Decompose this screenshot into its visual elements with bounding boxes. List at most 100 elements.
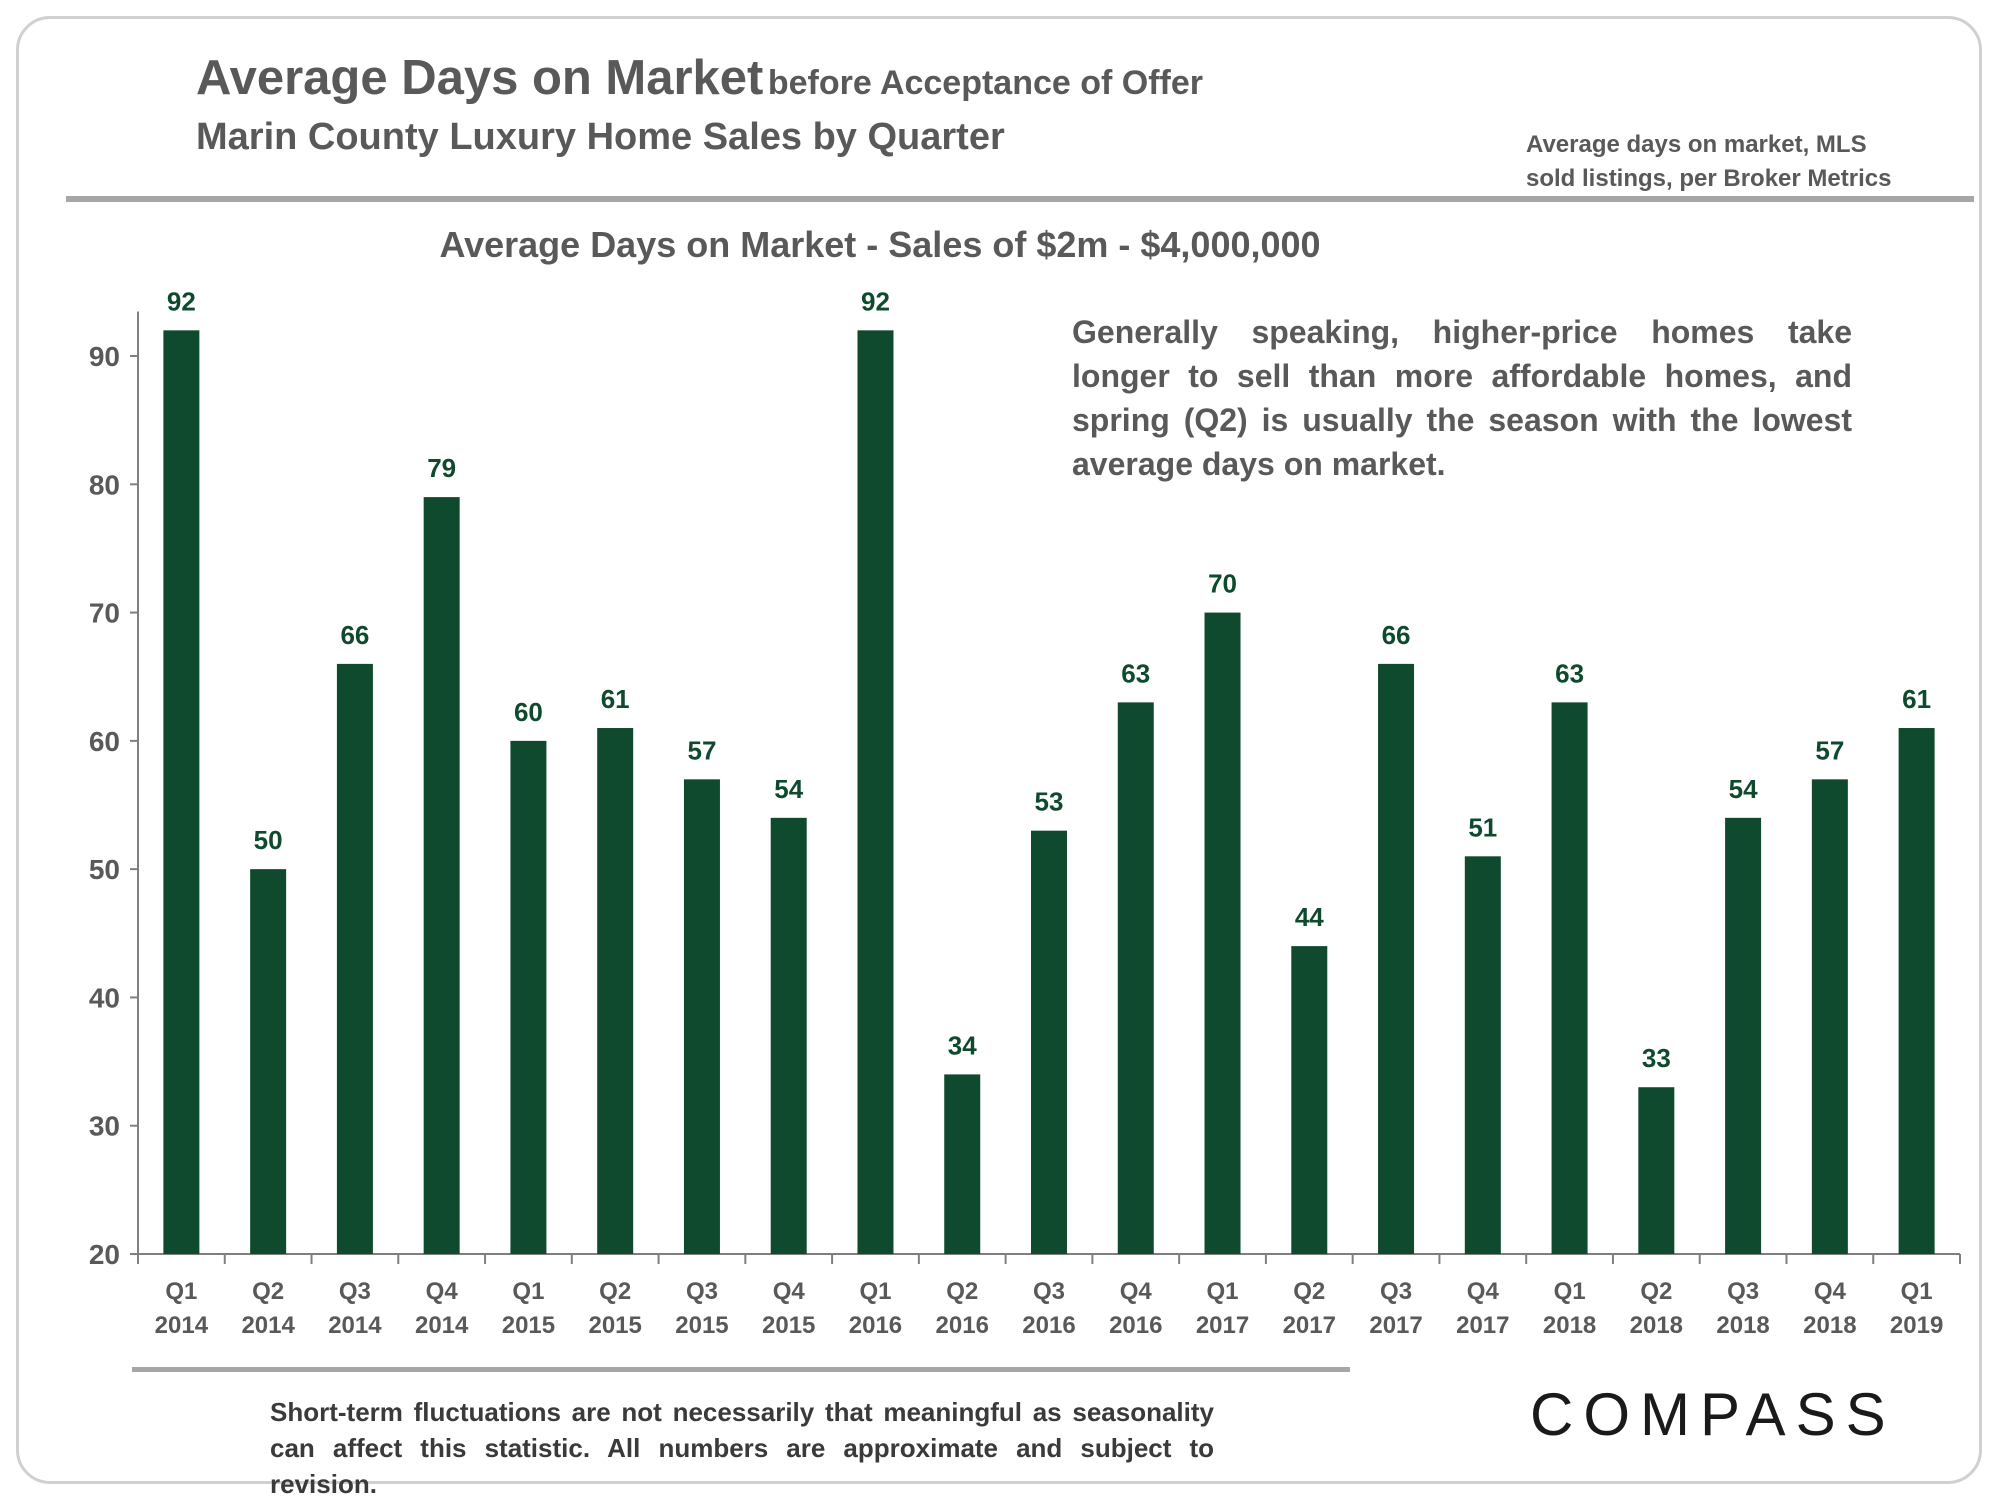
bar-value-label: 53 xyxy=(1035,787,1064,817)
x-tick-label-quarter: Q2 xyxy=(946,1278,978,1305)
annotation-paragraph: Generally speaking, higher-price homes t… xyxy=(1072,314,1852,482)
x-tick-label-quarter: Q3 xyxy=(1380,1278,1412,1305)
bar-Q2-2014 xyxy=(250,869,287,1254)
bar-value-label: 51 xyxy=(1468,812,1497,842)
y-tick-label: 70 xyxy=(89,598,120,629)
bar-value-label: 70 xyxy=(1208,569,1237,599)
x-tick-label-year: 2016 xyxy=(849,1312,902,1339)
bar-Q1-2015 xyxy=(510,740,547,1254)
y-tick-label: 90 xyxy=(89,341,120,372)
x-tick-label-year: 2018 xyxy=(1716,1312,1769,1339)
x-tick-label-quarter: Q2 xyxy=(1293,1278,1325,1305)
bar-Q3-2017 xyxy=(1378,663,1415,1254)
source-note: Average days on market, MLS sold listing… xyxy=(1526,128,1946,196)
x-tick-label-quarter: Q2 xyxy=(252,1278,284,1305)
x-tick-label-year: 2016 xyxy=(936,1312,989,1339)
bar-value-label: 33 xyxy=(1642,1043,1671,1073)
x-tick-label-quarter: Q1 xyxy=(512,1278,544,1305)
bar-value-label: 92 xyxy=(167,286,196,316)
bar-Q1-2019 xyxy=(1898,728,1935,1254)
title-main: Average Days on Market xyxy=(196,51,764,105)
x-tick-label-quarter: Q3 xyxy=(686,1278,718,1305)
bar-Q2-2018 xyxy=(1638,1087,1675,1254)
x-tick-label-quarter: Q1 xyxy=(165,1278,197,1305)
bar-Q1-2016 xyxy=(857,330,894,1254)
x-tick-label-year: 2018 xyxy=(1630,1312,1683,1339)
x-tick-label-quarter: Q3 xyxy=(1727,1278,1759,1305)
footer-divider xyxy=(132,1367,1350,1372)
x-tick-label-quarter: Q3 xyxy=(339,1278,371,1305)
bar-Q4-2015 xyxy=(770,817,807,1254)
x-tick-label-quarter: Q1 xyxy=(1554,1278,1586,1305)
y-tick-label: 50 xyxy=(89,854,120,885)
bar-value-label: 50 xyxy=(254,825,283,855)
bar-Q1-2018 xyxy=(1551,702,1588,1254)
y-tick-label: 20 xyxy=(89,1239,120,1270)
bar-Q4-2014 xyxy=(423,497,460,1255)
bar-value-label: 34 xyxy=(948,1030,977,1060)
footnote-text: Short-term fluctuations are not necessar… xyxy=(270,1397,1214,1499)
bar-value-label: 57 xyxy=(1815,735,1844,765)
x-tick-label-year: 2015 xyxy=(675,1312,728,1339)
x-tick-label-year: 2015 xyxy=(502,1312,555,1339)
bar-Q4-2018 xyxy=(1811,779,1848,1254)
bar-value-label: 92 xyxy=(861,286,890,316)
bar-value-label: 79 xyxy=(427,453,456,483)
x-tick-label-quarter: Q4 xyxy=(1120,1278,1153,1305)
bar-Q1-2017 xyxy=(1204,612,1241,1254)
x-tick-label-year: 2014 xyxy=(328,1312,382,1339)
x-tick-label-year: 2014 xyxy=(155,1312,209,1339)
bar-Q3-2014 xyxy=(336,663,373,1254)
bar-value-label: 66 xyxy=(340,620,369,650)
x-tick-label-quarter: Q3 xyxy=(1033,1278,1065,1305)
x-tick-label-year: 2019 xyxy=(1890,1312,1943,1339)
bar-Q3-2015 xyxy=(683,779,720,1254)
page-title: Average Days on Market before Acceptance… xyxy=(196,50,1203,106)
bar-Q2-2017 xyxy=(1291,946,1328,1254)
bar-Q2-2016 xyxy=(944,1074,981,1254)
x-tick-label-year: 2017 xyxy=(1369,1312,1422,1339)
chart-title: Average Days on Market - Sales of $2m - … xyxy=(439,224,1321,265)
compass-logo: COMPASS xyxy=(1530,1381,1896,1448)
y-tick-label: 80 xyxy=(89,469,120,500)
annotation-text: Generally speaking, higher-price homes t… xyxy=(1072,310,1852,486)
page-subtitle: Marin County Luxury Home Sales by Quarte… xyxy=(196,116,1005,158)
bar-Q1-2014 xyxy=(163,330,200,1254)
x-tick-label-quarter: Q4 xyxy=(1814,1278,1847,1305)
header-divider xyxy=(66,196,1974,202)
x-tick-label-year: 2018 xyxy=(1803,1312,1856,1339)
x-tick-label-quarter: Q1 xyxy=(1901,1278,1933,1305)
title-suffix: before Acceptance of Offer xyxy=(767,64,1204,102)
bar-value-label: 66 xyxy=(1382,620,1411,650)
x-tick-label-year: 2014 xyxy=(415,1312,469,1339)
bar-Q3-2018 xyxy=(1725,817,1762,1254)
x-tick-label-year: 2016 xyxy=(1022,1312,1075,1339)
x-tick-label-quarter: Q1 xyxy=(1207,1278,1239,1305)
x-tick-label-quarter: Q2 xyxy=(599,1278,631,1305)
y-tick-label: 60 xyxy=(89,726,120,757)
x-tick-label-year: 2015 xyxy=(588,1312,641,1339)
x-tick-label-quarter: Q4 xyxy=(1467,1278,1500,1305)
x-tick-label-year: 2016 xyxy=(1109,1312,1162,1339)
x-tick-label-year: 2017 xyxy=(1456,1312,1509,1339)
y-tick-label: 40 xyxy=(89,982,120,1013)
x-tick-label-quarter: Q4 xyxy=(773,1278,806,1305)
bar-value-label: 60 xyxy=(514,697,543,727)
source-line-1: Average days on market, MLS xyxy=(1526,131,1867,158)
x-tick-label-year: 2015 xyxy=(762,1312,815,1339)
bar-value-label: 61 xyxy=(1902,684,1931,714)
bar-value-label: 54 xyxy=(774,774,803,804)
bar-value-label: 63 xyxy=(1121,658,1150,688)
bar-value-label: 61 xyxy=(601,684,630,714)
bar-Q2-2015 xyxy=(597,728,634,1254)
x-tick-label-year: 2017 xyxy=(1196,1312,1249,1339)
x-tick-label-quarter: Q4 xyxy=(426,1278,459,1305)
source-line-2: sold listings, per Broker Metrics xyxy=(1526,165,1892,192)
bar-Q3-2016 xyxy=(1031,830,1067,1254)
x-tick-label-year: 2014 xyxy=(241,1312,295,1339)
x-tick-label-year: 2018 xyxy=(1543,1312,1596,1339)
bar-value-label: 54 xyxy=(1729,774,1758,804)
bar-value-label: 63 xyxy=(1555,658,1584,688)
footnote: Short-term fluctuations are not necessar… xyxy=(270,1394,1214,1502)
